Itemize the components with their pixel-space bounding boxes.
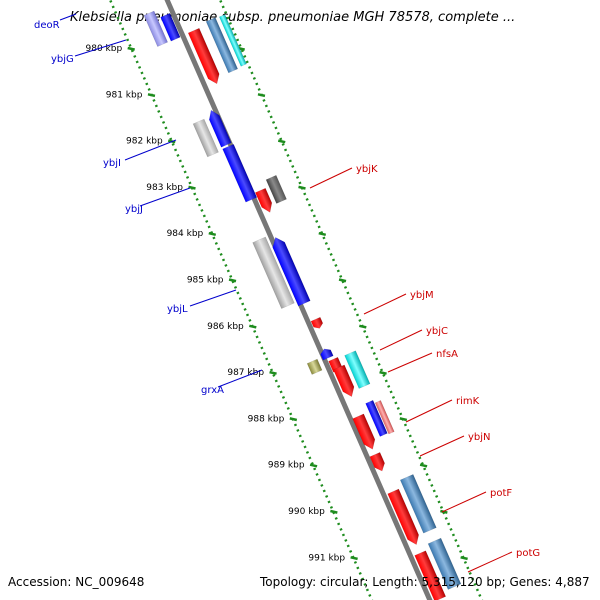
tick-label: 985 kbp: [187, 276, 224, 286]
gene-feature[interactable]: [374, 400, 395, 435]
tick-mark-left: [269, 370, 277, 375]
leader-line: [309, 167, 353, 189]
gene-feature[interactable]: [333, 364, 357, 399]
gene-feature[interactable]: [319, 347, 334, 361]
tick-mark-right: [257, 93, 266, 98]
gene-feature[interactable]: [427, 537, 462, 590]
gene-label-ybjC[interactable]: ybjC: [426, 326, 448, 337]
leader-line: [405, 399, 453, 423]
leader-line: [59, 13, 77, 21]
leader-line: [387, 352, 433, 373]
tick-label: 980 kbp: [86, 44, 123, 54]
genome-summary: Topology: circular; Length: 5,315,120 bp…: [260, 575, 590, 589]
tick-mark-right: [379, 370, 387, 375]
gene-label-ybjG[interactable]: ybjG: [51, 54, 74, 65]
tick-label: 990 kbp: [288, 507, 325, 517]
tick-label: 986 kbp: [207, 322, 244, 332]
map-title: Klebsiella pneumoniae subsp. pneumoniae …: [70, 10, 516, 25]
gene-label-ybjN[interactable]: ybjN: [468, 432, 491, 443]
gene-label-potG[interactable]: potG: [516, 548, 540, 559]
leader-line: [467, 551, 513, 573]
gene-feature[interactable]: [252, 236, 295, 309]
gene-feature[interactable]: [352, 413, 378, 452]
gene-feature[interactable]: [270, 235, 311, 307]
gene-feature[interactable]: [265, 174, 287, 204]
leader-line: [139, 187, 191, 207]
tick-mark-left: [289, 417, 298, 422]
gene-feature[interactable]: [399, 474, 437, 534]
gene-label-ybjL[interactable]: ybjL: [167, 304, 188, 315]
tick-label: 981 kbp: [106, 90, 143, 100]
leader-line: [189, 289, 237, 307]
leader-line: [419, 435, 465, 457]
gene-label-ybjK[interactable]: ybjK: [356, 164, 378, 175]
tick-mark-right: [359, 324, 367, 329]
tick-mark-left: [147, 93, 156, 98]
tick-mark-right: [277, 139, 286, 144]
gene-feature[interactable]: [369, 452, 387, 473]
tick-label: 988 kbp: [248, 414, 285, 424]
tick-mark-left: [208, 231, 217, 237]
tick-mark-right: [298, 185, 306, 190]
gene-label-deoR[interactable]: deoR: [34, 20, 60, 31]
tick-label: 983 kbp: [146, 183, 183, 193]
gene-feature[interactable]: [219, 14, 247, 67]
tick-mark-left: [188, 185, 196, 190]
left-ruler: [108, 0, 374, 600]
tick-label: 991 kbp: [308, 553, 345, 563]
accession-text: Accession: NC_009648: [8, 575, 145, 589]
gene-feature[interactable]: [387, 488, 422, 547]
gene-label-ybjJ[interactable]: ybjJ: [125, 204, 143, 215]
tick-mark-right: [419, 463, 428, 468]
gene-feature[interactable]: [344, 350, 371, 389]
gene-feature[interactable]: [255, 187, 275, 214]
gene-label-ybjM[interactable]: ybjM: [410, 290, 434, 301]
gene-feature[interactable]: [306, 358, 323, 375]
tick-mark-right: [338, 278, 347, 283]
tick-mark-left: [249, 324, 257, 329]
leader-line: [363, 293, 407, 315]
leader-line: [379, 329, 423, 351]
right-ruler: [218, 0, 484, 600]
tick-mark-left: [330, 509, 338, 514]
gene-label-ybjI[interactable]: ybjI: [103, 158, 121, 169]
gene-feature[interactable]: [192, 118, 219, 158]
gene-feature[interactable]: [206, 108, 232, 148]
tick-mark-left: [127, 46, 135, 51]
gene-feature[interactable]: [414, 550, 447, 600]
gene-feature[interactable]: [205, 17, 239, 74]
gene-feature[interactable]: [160, 12, 181, 42]
gene-feature[interactable]: [222, 143, 258, 203]
gene-label-nfsA[interactable]: nfsA: [436, 349, 458, 360]
gene-label-potF[interactable]: potF: [490, 488, 512, 499]
tick-mark-left: [309, 463, 318, 468]
tick-mark-right: [460, 556, 468, 561]
tick-label: 984 kbp: [167, 229, 204, 239]
tick-mark-right: [399, 417, 408, 422]
tick-mark-left: [228, 278, 237, 283]
leader-line: [74, 39, 127, 57]
leader-line: [124, 139, 177, 161]
gene-feature[interactable]: [143, 10, 168, 47]
gene-label-grxA[interactable]: grxA: [201, 385, 224, 396]
leader-line: [217, 369, 263, 388]
gene-label-rimK[interactable]: rimK: [456, 396, 480, 407]
leader-line: [441, 491, 487, 513]
gene-feature[interactable]: [365, 399, 388, 437]
tick-mark-right: [318, 231, 327, 237]
gene-feature[interactable]: [310, 316, 324, 330]
tick-mark-right: [440, 509, 448, 514]
tick-mark-left: [350, 556, 358, 561]
tick-label: 989 kbp: [268, 461, 305, 471]
tick-label: 982 kbp: [126, 137, 163, 147]
gene-feature[interactable]: [187, 27, 222, 86]
tick-label: 987 kbp: [227, 368, 264, 378]
